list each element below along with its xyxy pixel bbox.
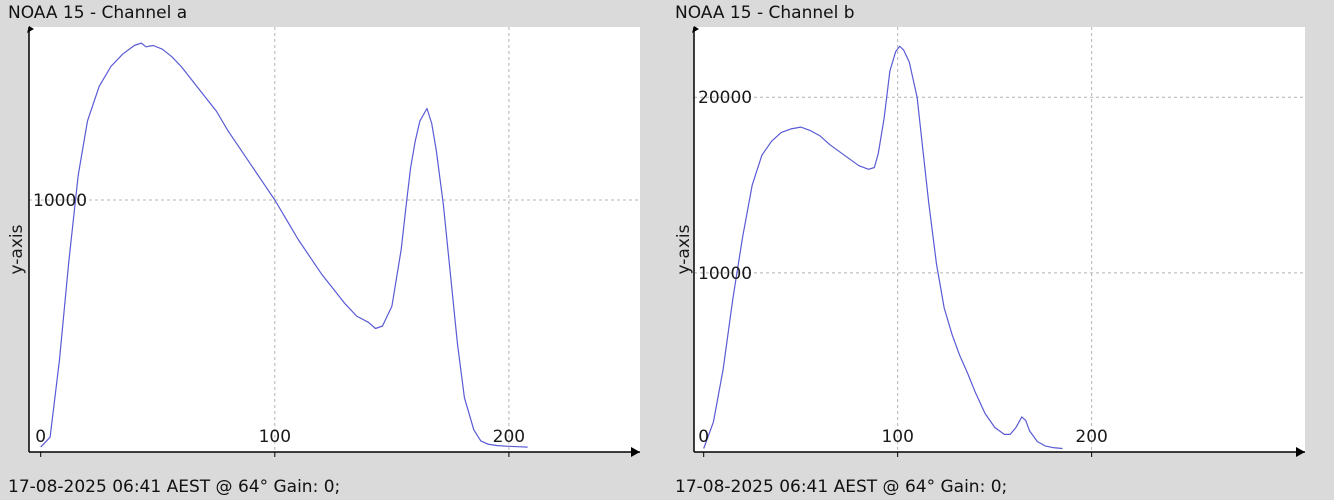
- chart-title: NOAA 15 - Channel b: [675, 3, 855, 23]
- chart-svg: 0 100 200 10000 20000 y-axis: [674, 26, 1305, 457]
- x-tick-label: 0: [35, 427, 46, 447]
- x-tick-label: 200: [493, 427, 525, 447]
- y-tick-label: 20000: [698, 88, 752, 108]
- x-axis-arrow: [631, 447, 640, 457]
- chart-panel-channel-b: NOAA 15 - Channel b 0 100 200 10000 20000 y-a…: [667, 0, 1334, 500]
- x-tick-label: 100: [259, 427, 291, 447]
- series-line: [703, 45, 1063, 450]
- plot-area: [694, 27, 1305, 452]
- x-axis-arrow: [1296, 447, 1305, 457]
- chart-panel-channel-a: NOAA 15 - Channel a 0 100 200 10000 y-axis 1…: [0, 0, 660, 500]
- y-axis-arrow: [27, 26, 34, 33]
- x-tick-label: 100: [881, 427, 913, 447]
- y-axis-arrow: [692, 26, 699, 33]
- x-tick-label: 200: [1075, 427, 1107, 447]
- chart-svg: 0 100 200 10000 y-axis: [7, 26, 640, 457]
- y-axis-title: y-axis: [7, 224, 27, 274]
- plot-area: [29, 27, 640, 452]
- y-tick-label: 10000: [698, 264, 752, 284]
- series-line: [40, 42, 528, 448]
- chart-title: NOAA 15 - Channel a: [8, 3, 188, 23]
- chart-footer: 17-08-2025 06:41 AEST @ 64° Gain: 0;: [675, 477, 1008, 497]
- y-tick-label: 10000: [33, 191, 87, 211]
- x-tick-label: 0: [698, 427, 709, 447]
- y-axis-title: y-axis: [674, 224, 694, 274]
- chart-footer: 17-08-2025 06:41 AEST @ 64° Gain: 0;: [8, 477, 341, 497]
